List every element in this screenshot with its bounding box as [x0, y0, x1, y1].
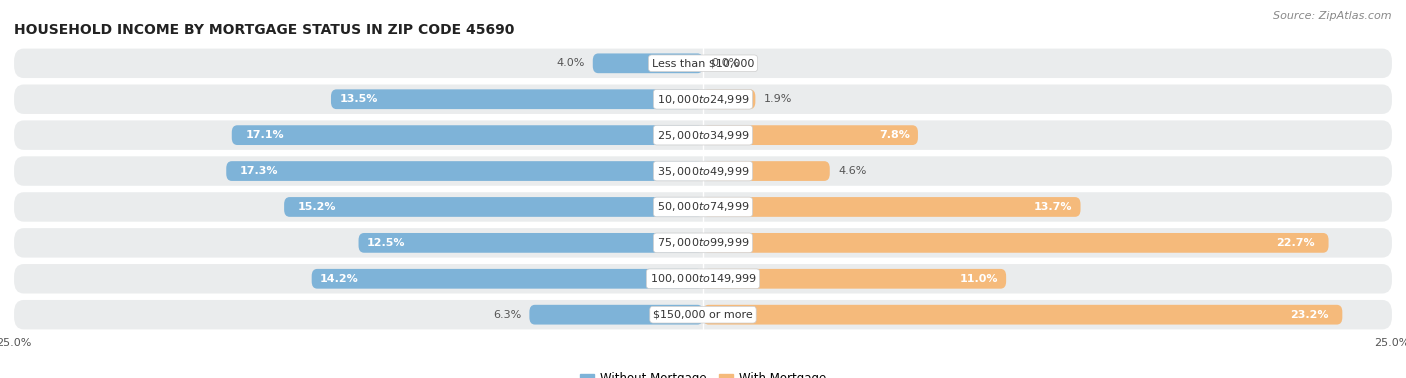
Text: 22.7%: 22.7%	[1277, 238, 1315, 248]
Text: 17.3%: 17.3%	[240, 166, 278, 176]
Text: $150,000 or more: $150,000 or more	[654, 310, 752, 320]
Text: 1.9%: 1.9%	[763, 94, 792, 104]
Text: HOUSEHOLD INCOME BY MORTGAGE STATUS IN ZIP CODE 45690: HOUSEHOLD INCOME BY MORTGAGE STATUS IN Z…	[14, 23, 515, 37]
FancyBboxPatch shape	[232, 125, 703, 145]
Text: 7.8%: 7.8%	[879, 130, 910, 140]
Text: 13.7%: 13.7%	[1033, 202, 1073, 212]
Text: Less than $10,000: Less than $10,000	[652, 58, 754, 68]
FancyBboxPatch shape	[359, 233, 703, 253]
FancyBboxPatch shape	[530, 305, 703, 325]
FancyBboxPatch shape	[703, 89, 755, 109]
FancyBboxPatch shape	[703, 269, 1007, 289]
Text: $10,000 to $24,999: $10,000 to $24,999	[657, 93, 749, 106]
Text: $50,000 to $74,999: $50,000 to $74,999	[657, 200, 749, 214]
Legend: Without Mortgage, With Mortgage: Without Mortgage, With Mortgage	[575, 367, 831, 378]
Text: 11.0%: 11.0%	[959, 274, 998, 284]
Text: 12.5%: 12.5%	[367, 238, 405, 248]
FancyBboxPatch shape	[593, 53, 703, 73]
Text: 13.5%: 13.5%	[339, 94, 378, 104]
FancyBboxPatch shape	[703, 233, 1329, 253]
Text: $75,000 to $99,999: $75,000 to $99,999	[657, 236, 749, 249]
FancyBboxPatch shape	[312, 269, 703, 289]
Text: 14.2%: 14.2%	[321, 274, 359, 284]
Text: 6.3%: 6.3%	[494, 310, 522, 320]
Text: 17.1%: 17.1%	[246, 130, 284, 140]
Text: 0.0%: 0.0%	[711, 58, 740, 68]
FancyBboxPatch shape	[703, 161, 830, 181]
FancyBboxPatch shape	[14, 300, 1392, 329]
Text: 4.6%: 4.6%	[838, 166, 866, 176]
FancyBboxPatch shape	[14, 156, 1392, 186]
Text: $100,000 to $149,999: $100,000 to $149,999	[650, 272, 756, 285]
FancyBboxPatch shape	[703, 197, 1081, 217]
FancyBboxPatch shape	[226, 161, 703, 181]
FancyBboxPatch shape	[14, 228, 1392, 257]
Text: $35,000 to $49,999: $35,000 to $49,999	[657, 164, 749, 178]
Text: 15.2%: 15.2%	[298, 202, 336, 212]
FancyBboxPatch shape	[14, 85, 1392, 114]
Text: 23.2%: 23.2%	[1291, 310, 1329, 320]
Text: 4.0%: 4.0%	[557, 58, 585, 68]
FancyBboxPatch shape	[703, 305, 1343, 325]
FancyBboxPatch shape	[14, 49, 1392, 78]
FancyBboxPatch shape	[330, 89, 703, 109]
Text: Source: ZipAtlas.com: Source: ZipAtlas.com	[1274, 11, 1392, 21]
FancyBboxPatch shape	[703, 125, 918, 145]
Text: $25,000 to $34,999: $25,000 to $34,999	[657, 129, 749, 142]
FancyBboxPatch shape	[14, 192, 1392, 222]
FancyBboxPatch shape	[14, 264, 1392, 293]
FancyBboxPatch shape	[14, 121, 1392, 150]
FancyBboxPatch shape	[284, 197, 703, 217]
